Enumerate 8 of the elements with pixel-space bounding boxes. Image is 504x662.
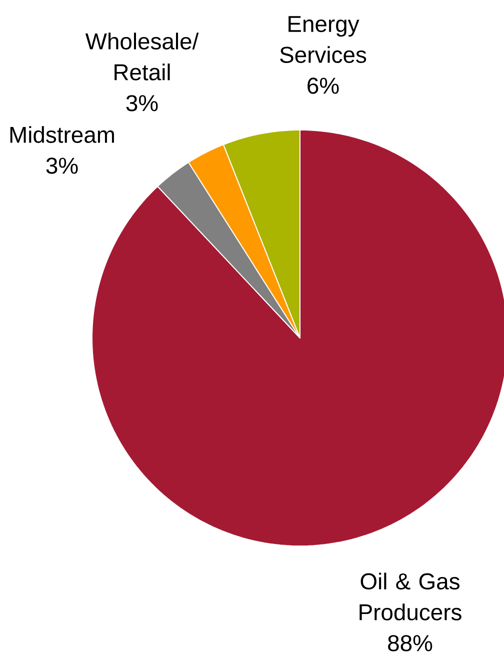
data-label: 3% bbox=[46, 158, 78, 174]
slice-label: Energy Services bbox=[280, 16, 366, 63]
data-label: 3% bbox=[126, 95, 158, 112]
slice-label: Midstream bbox=[10, 126, 114, 143]
slice-label: Oil & Gas Producers bbox=[360, 572, 462, 620]
data-label: 88% bbox=[388, 635, 432, 652]
data-label: 6% bbox=[308, 78, 339, 94]
slice-label: Wholesale/ Retail bbox=[85, 32, 199, 80]
